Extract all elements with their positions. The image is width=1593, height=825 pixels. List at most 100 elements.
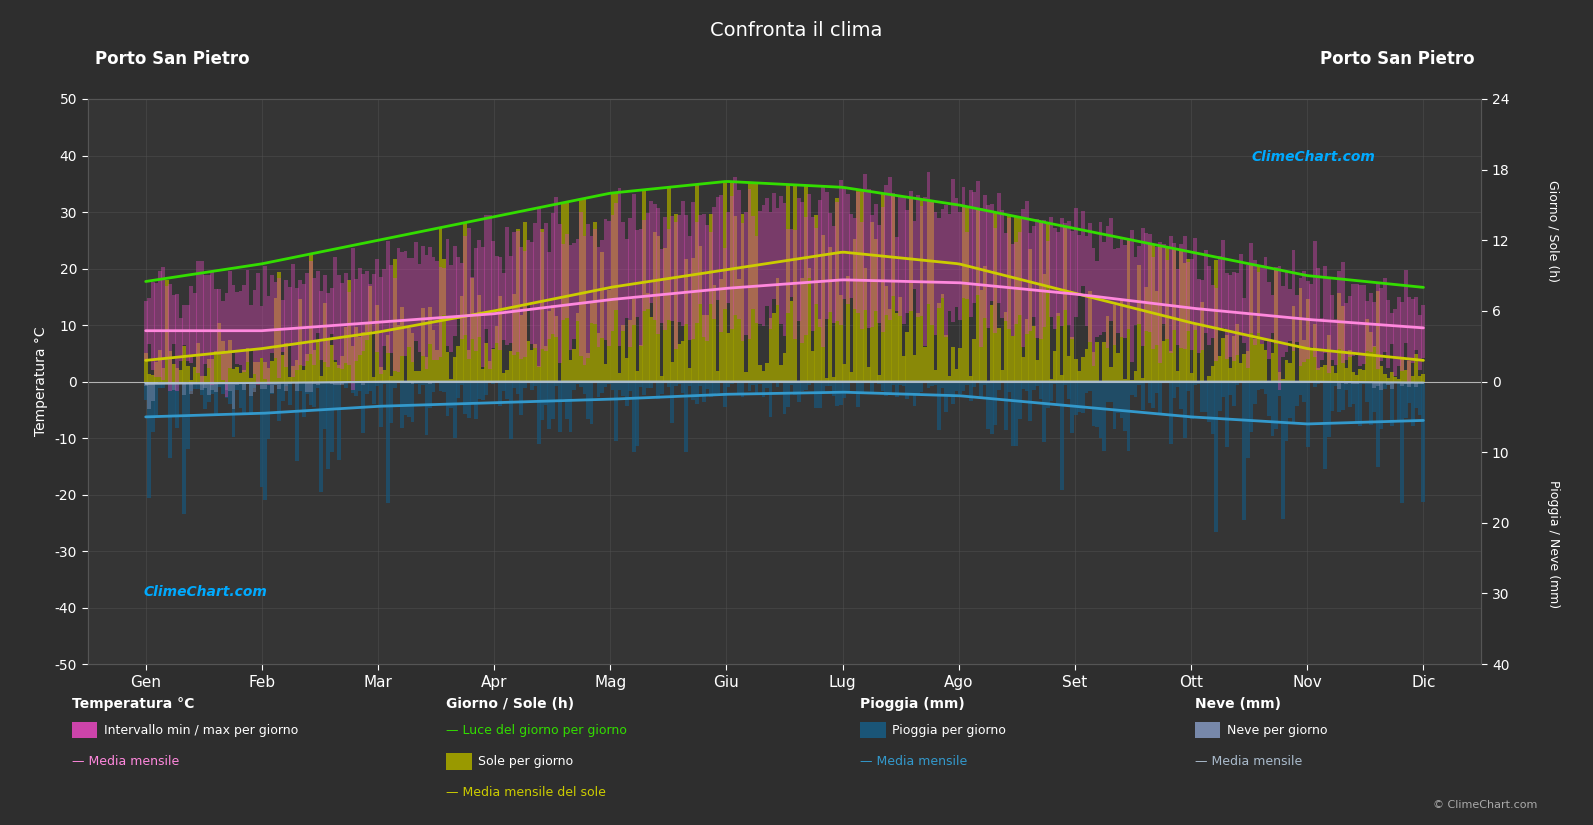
Bar: [301, 370, 306, 381]
Bar: [470, 277, 475, 339]
Bar: [741, 381, 744, 397]
Bar: [905, 210, 910, 313]
Bar: [1161, 342, 1166, 381]
Bar: [1112, 249, 1117, 345]
Bar: [155, 381, 158, 384]
Bar: [1386, 378, 1391, 381]
Bar: [1120, 381, 1123, 418]
Bar: [143, 353, 148, 381]
Bar: [1126, 381, 1131, 450]
Bar: [1333, 319, 1338, 365]
Bar: [534, 345, 537, 381]
Text: Neve (mm): Neve (mm): [1195, 697, 1281, 711]
Bar: [610, 214, 615, 331]
Bar: [429, 381, 432, 384]
Bar: [408, 328, 411, 381]
Bar: [685, 214, 688, 324]
Bar: [860, 222, 863, 329]
Bar: [341, 283, 344, 370]
Bar: [1190, 381, 1193, 419]
Bar: [408, 381, 411, 417]
Bar: [225, 381, 228, 390]
Bar: [881, 381, 884, 391]
Bar: [1344, 368, 1348, 381]
Bar: [776, 381, 779, 387]
Bar: [256, 381, 260, 384]
Bar: [1085, 349, 1088, 381]
Bar: [182, 346, 186, 381]
Bar: [473, 316, 478, 381]
Bar: [354, 279, 358, 361]
Bar: [327, 381, 330, 469]
Bar: [523, 381, 527, 388]
Bar: [680, 341, 685, 381]
Bar: [175, 368, 178, 381]
Bar: [1004, 381, 1008, 430]
Bar: [315, 381, 320, 388]
Bar: [817, 318, 822, 381]
Bar: [1421, 374, 1426, 381]
Bar: [1193, 381, 1198, 385]
Bar: [193, 381, 198, 389]
Bar: [1301, 381, 1306, 402]
Bar: [811, 381, 814, 383]
Bar: [796, 380, 801, 381]
Bar: [852, 218, 857, 309]
Bar: [1102, 342, 1106, 381]
Bar: [236, 381, 239, 384]
Bar: [1018, 217, 1021, 381]
Bar: [178, 318, 183, 361]
Bar: [726, 333, 730, 381]
Bar: [1284, 381, 1289, 441]
Text: Pioggia per giorno: Pioggia per giorno: [892, 724, 1005, 737]
Bar: [306, 354, 309, 381]
Bar: [1134, 381, 1137, 397]
Bar: [1391, 381, 1394, 389]
Bar: [1021, 381, 1026, 389]
Bar: [980, 290, 983, 381]
Bar: [636, 381, 639, 446]
Bar: [691, 258, 695, 381]
Bar: [225, 381, 228, 398]
Bar: [796, 198, 801, 321]
Bar: [765, 381, 769, 388]
Bar: [421, 381, 425, 385]
Bar: [376, 259, 379, 352]
Bar: [164, 381, 169, 384]
Bar: [1383, 374, 1388, 381]
Bar: [460, 263, 464, 338]
Bar: [306, 381, 309, 392]
Bar: [274, 381, 277, 384]
Bar: [1155, 381, 1158, 394]
Bar: [962, 381, 965, 391]
Bar: [597, 332, 601, 381]
Bar: [350, 381, 355, 394]
Bar: [800, 381, 804, 391]
Bar: [773, 381, 776, 384]
Bar: [530, 350, 534, 381]
Bar: [902, 356, 906, 381]
Bar: [1152, 257, 1155, 349]
Bar: [983, 196, 986, 318]
Bar: [236, 381, 239, 389]
Bar: [1394, 381, 1397, 383]
Bar: [832, 377, 836, 381]
Bar: [1187, 259, 1190, 381]
Bar: [916, 313, 919, 381]
Bar: [1306, 299, 1309, 381]
Bar: [962, 187, 965, 299]
Bar: [747, 381, 752, 391]
Bar: [1301, 340, 1306, 381]
Bar: [685, 259, 688, 381]
Bar: [554, 197, 558, 337]
Bar: [720, 280, 723, 381]
Bar: [1278, 266, 1281, 389]
Bar: [695, 185, 699, 381]
Bar: [1190, 258, 1193, 350]
Bar: [495, 256, 499, 343]
Bar: [863, 174, 867, 310]
Bar: [709, 381, 712, 397]
Bar: [615, 192, 618, 381]
Bar: [1330, 381, 1333, 411]
Bar: [905, 381, 910, 398]
